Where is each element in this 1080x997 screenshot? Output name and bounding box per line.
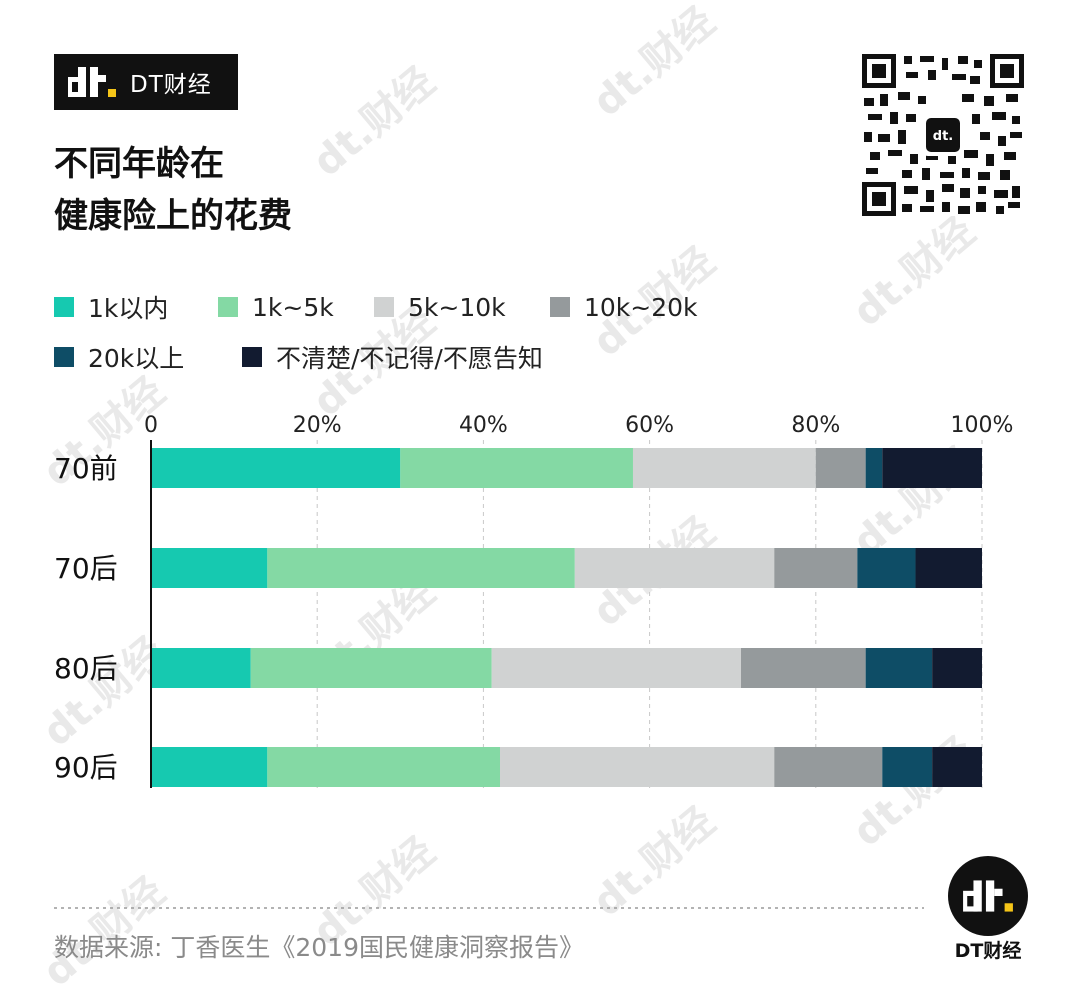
- category-label: 70前: [54, 452, 118, 485]
- legend: 1k以内 1k~5k 5k~10k 10k~20k 20k以上 不清楚/不记得/…: [54, 282, 834, 382]
- bar-segment: [151, 548, 268, 588]
- qr-code: dt.: [862, 54, 1024, 216]
- legend-swatch: [54, 297, 74, 317]
- brand-badge: DT财经: [54, 54, 238, 110]
- x-tick-label: 60%: [625, 413, 674, 438]
- bar-segment: [774, 548, 858, 588]
- legend-label: 20k以上: [88, 344, 185, 373]
- bar-segment: [932, 747, 982, 787]
- bar-segment: [882, 747, 933, 787]
- title-line-1: 不同年龄在: [54, 144, 224, 184]
- qr-center-logo-text: dt.: [933, 129, 953, 144]
- x-tick-label: 20%: [293, 413, 342, 438]
- legend-swatch: [242, 347, 262, 367]
- bar-segment: [151, 648, 251, 688]
- bar-segment: [151, 448, 401, 488]
- bar-segment: [267, 747, 501, 787]
- dt-logo-icon: [963, 880, 1013, 912]
- legend-item: 1k以内: [54, 289, 218, 325]
- bar-segment: [882, 448, 982, 488]
- legend-swatch: [218, 297, 238, 317]
- legend-label: 5k~10k: [408, 292, 506, 322]
- bar-segment: [865, 448, 883, 488]
- bar-segment: [932, 648, 982, 688]
- brand-name: DT财经: [130, 72, 212, 98]
- legend-row: 20k以上 不清楚/不记得/不愿告知: [54, 332, 834, 382]
- footer-logo-icon: [948, 856, 1028, 936]
- bar-segment: [400, 448, 633, 488]
- legend-item: 10k~20k: [550, 293, 698, 322]
- legend-label: 10k~20k: [584, 292, 698, 322]
- footer-brand-name: DT财经: [954, 940, 1022, 962]
- title-line-2: 健康险上的花费: [54, 196, 292, 236]
- legend-label: 不清楚/不记得/不愿告知: [276, 344, 543, 373]
- x-tick-label: 40%: [459, 413, 508, 438]
- category-label: 90后: [54, 751, 118, 784]
- bar-segment: [267, 548, 575, 588]
- bar-segment: [632, 448, 816, 488]
- legend-item: 5k~10k: [374, 293, 550, 322]
- legend-swatch: [54, 347, 74, 367]
- bar-segment: [865, 648, 933, 688]
- x-tick-label: 100%: [951, 413, 1014, 438]
- bar-segment: [574, 548, 775, 588]
- bar-segment: [774, 747, 883, 787]
- dt-logo-icon: [68, 67, 116, 97]
- legend-item: 1k~5k: [218, 293, 374, 322]
- bar-segment: [151, 747, 268, 787]
- bar-segment: [250, 648, 492, 688]
- legend-swatch: [550, 297, 570, 317]
- bar-segment: [491, 648, 742, 688]
- x-tick-label: 80%: [791, 413, 840, 438]
- bar-segment: [741, 648, 866, 688]
- legend-swatch: [374, 297, 394, 317]
- bar-segment: [815, 448, 866, 488]
- bar-segment: [500, 747, 775, 787]
- legend-label: 1k~5k: [252, 292, 334, 322]
- chart-title: 不同年龄在 健康险上的花费: [54, 138, 292, 242]
- legend-row: 1k以内 1k~5k 5k~10k 10k~20k: [54, 282, 834, 332]
- x-tick-label: 0: [144, 413, 158, 438]
- data-source: 数据来源: 丁香医生《2019国民健康洞察报告》: [54, 933, 584, 962]
- bar-segment: [915, 548, 982, 588]
- bar-segment: [857, 548, 916, 588]
- category-label: 70后: [54, 552, 118, 585]
- legend-label: 1k以内: [88, 294, 169, 323]
- category-label: 80后: [54, 652, 118, 685]
- legend-item: 20k以上: [54, 339, 242, 375]
- legend-item: 不清楚/不记得/不愿告知: [242, 339, 543, 375]
